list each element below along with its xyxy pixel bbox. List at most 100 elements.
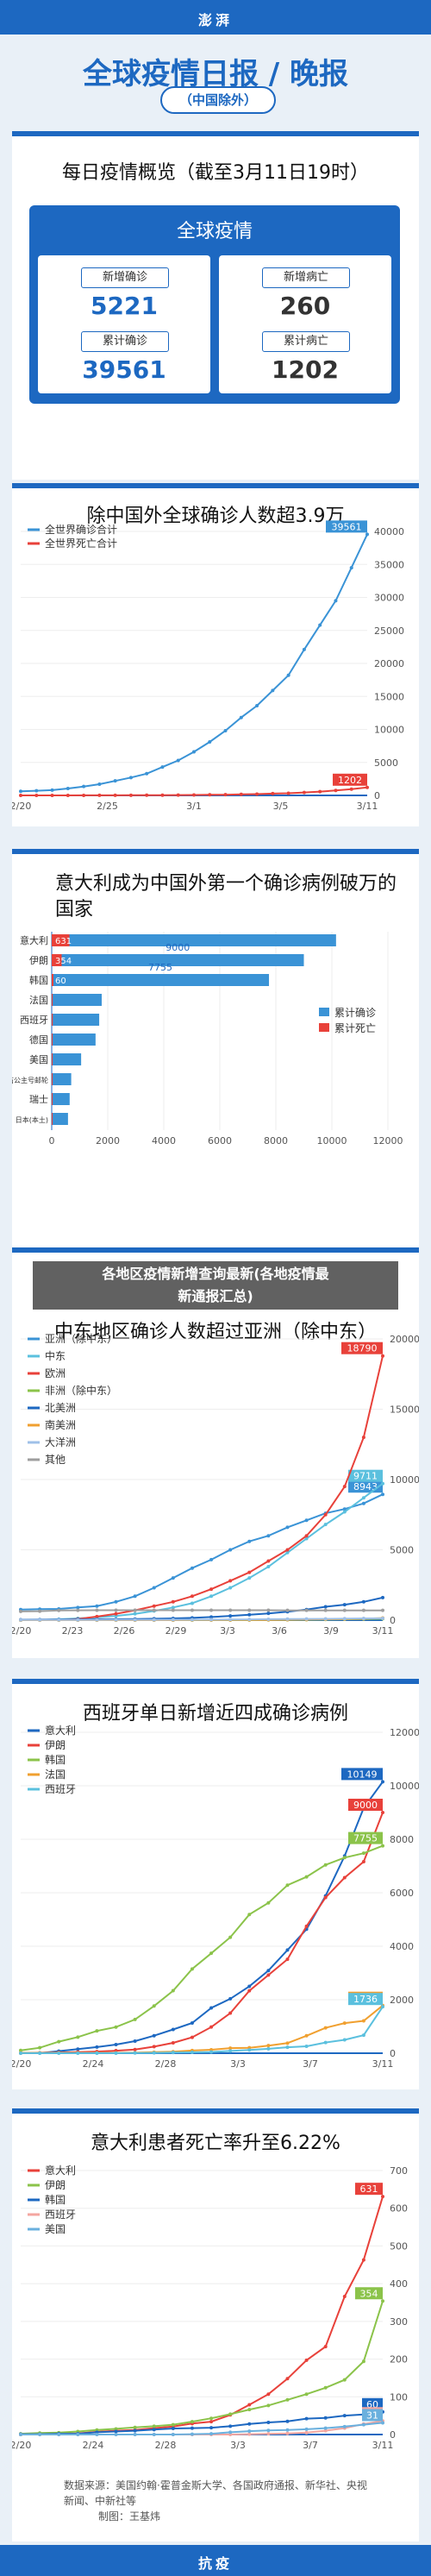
end-label-bg [341,1768,383,1781]
bar-confirmed [52,974,270,986]
y-tick-label: 5000 [390,1545,414,1556]
series-line [20,1493,384,1611]
y-tick-label: 300 [390,2316,408,2328]
data-point [304,2430,309,2435]
y-tick-label: 500 [390,2240,408,2252]
x-tick-label: 2/24 [83,2440,104,2451]
legend-label: 意大利 [45,2164,76,2177]
x-tick-label: 2/20 [12,2440,31,2451]
bar-confirmed [52,1053,82,1065]
bar-deaths [52,1034,53,1046]
data-point [209,1557,214,1561]
data-point [114,1608,118,1612]
data-point [171,1989,175,1993]
series-line [20,2300,384,2435]
data-point [133,2039,137,2043]
data-point [209,2420,214,2424]
data-point [82,793,86,797]
data-point [361,1860,365,1864]
data-point [133,2047,137,2051]
legend-label: 意大利 [45,1724,76,1737]
x-tick-label: 2/20 [12,1625,31,1637]
series-line [21,2004,384,2054]
data-point [76,2051,80,2055]
data-point [342,1510,347,1514]
data-point [19,2051,22,2055]
bar-confirmed [52,1034,96,1046]
data-point [285,1957,290,1962]
data-point [228,1548,233,1552]
bar-confirmed [52,1073,72,1085]
stat-label-new-deaths: 新增病亡 [262,267,350,288]
data-point [19,1609,22,1613]
data-point [342,2295,347,2299]
x-tick-label: 2/23 [62,1625,84,1637]
bar-deaths [52,934,70,946]
data-point [285,1948,290,1952]
data-point [171,1576,175,1580]
data-point [323,1617,328,1621]
data-point [128,793,133,797]
data-point [133,1612,137,1616]
data-point [285,2377,290,2381]
data-point [342,2414,347,2418]
data-point [342,2424,347,2428]
data-point [133,1618,137,1622]
data-point [239,715,243,719]
x-tick-label: 3/11 [372,1625,394,1637]
data-point [342,1608,347,1612]
legend-label: 伊朗 [45,1739,66,1751]
x-tick-label: 2/26 [114,1625,135,1637]
end-label: 1736 [353,1994,378,2005]
data-point [228,1618,233,1622]
series-line [20,1609,383,1612]
data-point [76,2047,80,2051]
data-point [50,788,54,792]
end-label: 31 [366,2410,378,2421]
x-tick-label: 3/11 [357,801,378,812]
data-point [381,1595,384,1599]
data-point [323,2385,328,2390]
data-point [114,2433,118,2436]
chart-deaths: 0 100 200 300 400 500 600 700 2/20 2/24 2/28 3/3 3/7… [12,2164,408,2451]
x-tick-label: 2/24 [83,2058,104,2070]
data-point [76,2035,80,2039]
data-point [57,2433,61,2436]
legend-label: 法国 [45,1769,66,1781]
series-line [21,2422,384,2435]
data-point [285,1883,290,1888]
y-tick-label: 0 [374,790,380,801]
data-point [323,2345,328,2349]
data-point [266,1559,271,1563]
legend-label: 大洋洲 [45,1436,76,1448]
data-point [285,2428,290,2432]
section-card-4: 西班牙单日新增近四成确诊病例 [12,1679,419,2089]
data-point [361,2422,365,2427]
data-point [342,1875,347,1880]
y-tick-label: 10000 [390,1474,419,1486]
data-point [266,1612,271,1616]
bar-deaths [52,1073,53,1085]
data-point [133,2051,137,2055]
data-point [266,2046,271,2051]
legend-label: 韩国 [45,2193,66,2206]
end-label-bg [348,1831,383,1844]
data-point [334,599,338,603]
data-point [304,2392,309,2397]
data-point [266,1617,271,1621]
data-point [247,2408,252,2412]
data-point [209,2006,214,2010]
data-point [334,789,338,793]
data-point [50,793,54,797]
x-tick-label: 8000 [264,1135,288,1147]
data-point [323,2426,328,2430]
data-point [133,2433,137,2436]
data-point [209,2432,214,2436]
bar-deaths [52,1014,53,1026]
data-point [209,1594,214,1599]
x-tick-label: 2/29 [166,1625,187,1637]
category-label: 德国 [29,1034,48,1046]
data-point [171,2040,175,2045]
data-point [114,1612,118,1616]
data-point [381,1616,384,1620]
